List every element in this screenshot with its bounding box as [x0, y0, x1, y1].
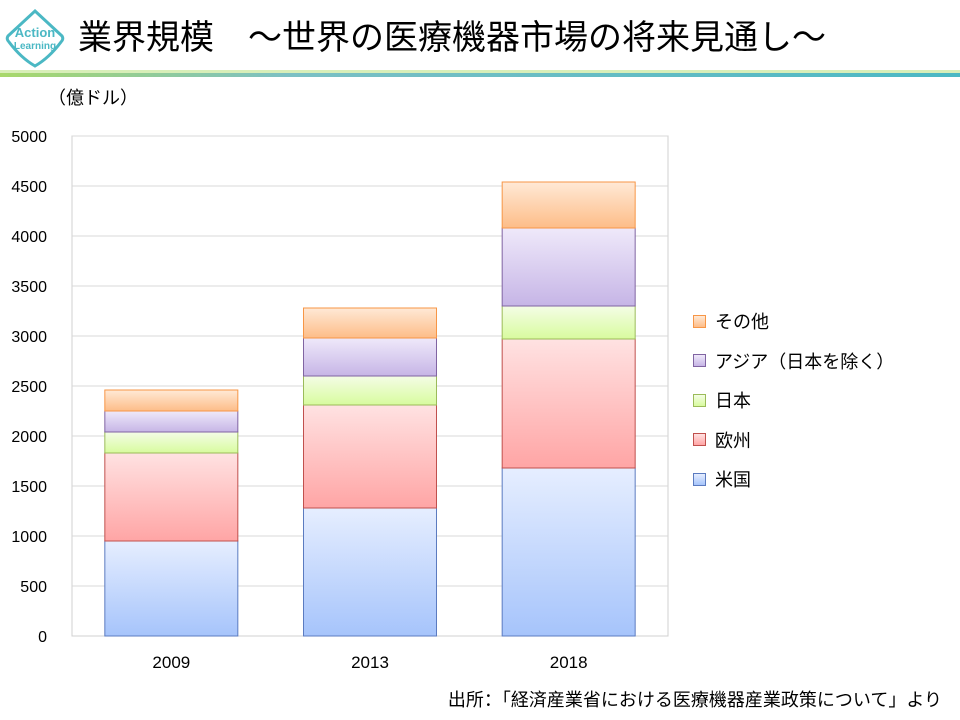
bar-segment-2018-3: [501, 227, 636, 307]
legend-item: 欧州: [693, 427, 751, 453]
bar-segment-2009-3: [104, 410, 239, 433]
bar-segment-2009-0: [104, 540, 239, 637]
legend-item: 日本: [693, 387, 751, 413]
bar-segment-2018-4: [501, 181, 636, 229]
bar-segment-2013-0: [303, 507, 437, 637]
x-tick-label: 2009: [152, 653, 190, 672]
bar-segment-2013-2: [303, 375, 437, 406]
bar-segment-2013-3: [303, 337, 437, 377]
legend-swatch: [693, 433, 706, 446]
legend-item: アジア（日本を除く）: [693, 348, 894, 374]
legend-swatch: [693, 472, 706, 486]
y-tick-label: 2500: [11, 379, 47, 396]
y-tick-label: 3500: [11, 279, 47, 296]
legend-item: その他: [693, 308, 769, 334]
y-tick-label: 0: [38, 629, 47, 646]
legend-swatch: [693, 314, 706, 328]
page-title: 業界規模 ～世界の医療機器市場の将来見通し～: [78, 18, 826, 58]
legend-swatch: [693, 354, 706, 367]
y-tick-label: 2000: [11, 429, 47, 446]
y-tick-label: 5000: [11, 129, 47, 146]
legend-swatch: [693, 393, 706, 407]
y-axis-unit: （億ドル）: [48, 88, 138, 109]
y-tick-label: 3000: [11, 329, 47, 346]
legend-label: 欧州: [715, 430, 751, 452]
bar-segment-2009-1: [104, 452, 239, 542]
title-divider: [0, 70, 960, 77]
y-tick-label: 1000: [11, 529, 47, 546]
y-tick-label: 1500: [11, 479, 47, 496]
svg-text:Learning: Learning: [14, 41, 56, 52]
x-tick-label: 2018: [550, 653, 588, 672]
legend-label: アジア（日本を除く）: [715, 351, 895, 373]
action-learning-logo: Action Learning: [5, 8, 65, 68]
bar-segment-2013-1: [303, 404, 437, 509]
bar-segment-2009-4: [104, 389, 239, 412]
legend-label: 日本: [715, 391, 751, 412]
bar-segment-2013-4: [303, 307, 437, 339]
bar-segment-2018-1: [501, 338, 636, 469]
bar-segment-2018-2: [501, 305, 636, 340]
legend-item: 米国: [693, 466, 751, 492]
svg-text:Action: Action: [15, 25, 56, 40]
legend-label: 米国: [715, 470, 751, 491]
y-tick-label: 4000: [11, 229, 47, 246]
x-tick-label: 2013: [351, 653, 389, 672]
y-tick-label: 4500: [11, 179, 47, 196]
source-note: 出所：「経済産業省における医療機器産業政策について」より: [447, 690, 942, 711]
bar-segment-2018-0: [501, 467, 636, 637]
bar-segment-2009-2: [104, 431, 239, 454]
legend-label: その他: [715, 312, 769, 333]
y-tick-label: 500: [20, 579, 47, 596]
